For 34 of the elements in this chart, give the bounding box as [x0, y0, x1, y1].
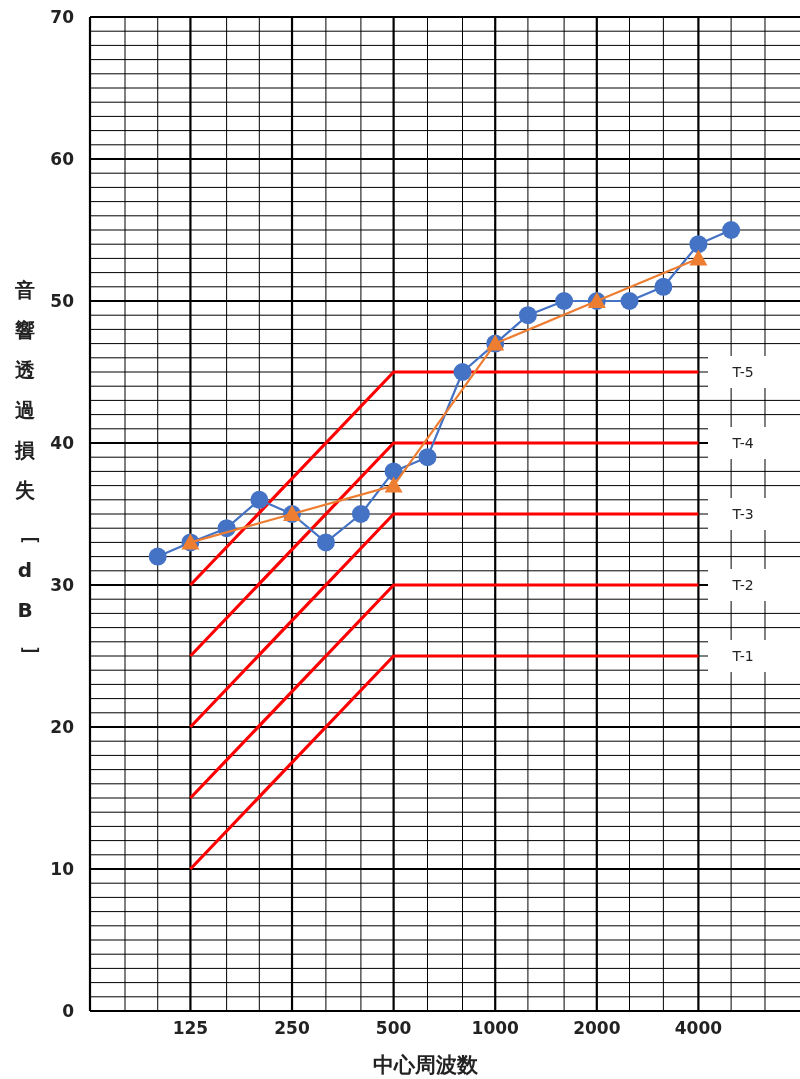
- y-tick-label: 60: [50, 149, 75, 169]
- point: [250, 490, 269, 509]
- point: [351, 505, 370, 523]
- y-tick-label: 0: [62, 1001, 75, 1021]
- point: [654, 277, 673, 296]
- point: [620, 292, 639, 310]
- point: [722, 221, 741, 239]
- point: [148, 547, 167, 566]
- point: [384, 462, 403, 481]
- y-tick-label: 20: [50, 717, 75, 737]
- y-tick-label: 10: [50, 859, 75, 879]
- text: T-1: [731, 648, 754, 664]
- x-tick-label: 500: [375, 1018, 412, 1038]
- text: T-3: [731, 506, 754, 522]
- text: 音響透過損失［dB］: [15, 278, 44, 665]
- point: [418, 448, 437, 467]
- text: T-4: [731, 435, 754, 451]
- y-tick-label: 50: [50, 291, 75, 311]
- text: T-2: [731, 577, 754, 593]
- y-tick-label: 30: [50, 575, 75, 595]
- x-tick-label: 2000: [573, 1018, 621, 1038]
- y-tick-label: 70: [50, 7, 75, 27]
- y-tick-label: 40: [50, 433, 75, 453]
- x-tick-label: 125: [172, 1018, 209, 1038]
- text: T-5: [731, 364, 754, 380]
- point: [453, 363, 472, 381]
- point: [689, 235, 708, 254]
- point: [555, 292, 574, 310]
- x-tick-label: 4000: [674, 1018, 723, 1038]
- point: [316, 533, 335, 552]
- x-tick-label: 250: [274, 1018, 310, 1038]
- point: [518, 306, 537, 325]
- x-tick-label: 1000: [471, 1018, 520, 1038]
- x-axis-title: 中心周波数: [372, 1053, 479, 1077]
